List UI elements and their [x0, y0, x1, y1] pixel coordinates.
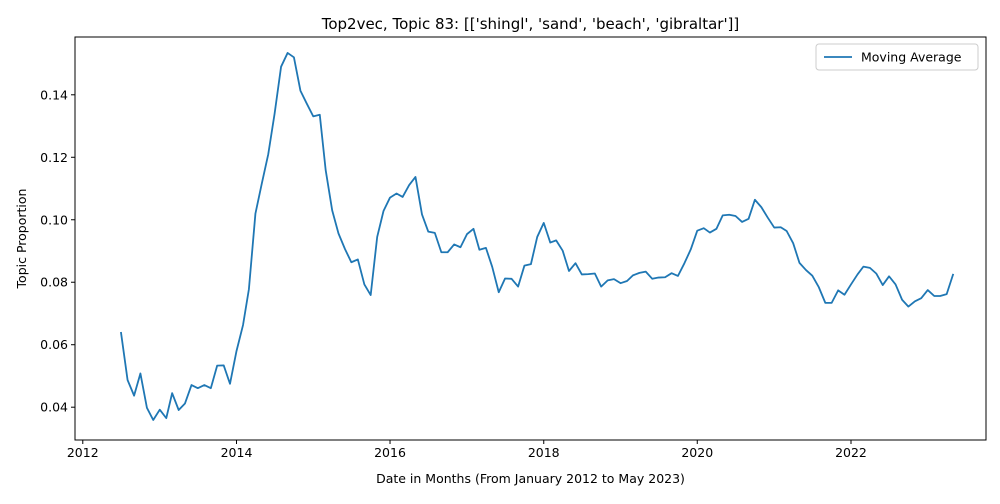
- plot-area: [75, 37, 986, 440]
- x-axis-label: Date in Months (From January 2012 to May…: [376, 471, 685, 486]
- x-tick-label: 2018: [528, 445, 560, 460]
- y-tick-label: 0.14: [40, 87, 68, 102]
- y-tick-label: 0.12: [40, 150, 68, 165]
- x-tick-label: 2020: [681, 445, 713, 460]
- x-tick-label: 2012: [67, 445, 99, 460]
- legend: Moving Average: [816, 44, 978, 70]
- x-tick-label: 2022: [835, 445, 867, 460]
- x-tick-label: 2014: [221, 445, 253, 460]
- x-tick-label: 2016: [374, 445, 406, 460]
- y-tick-label: 0.04: [40, 400, 68, 415]
- y-tick-label: 0.10: [40, 212, 68, 227]
- y-axis-label: Topic Proportion: [14, 189, 29, 290]
- chart-title: Top2vec, Topic 83: [['shingl', 'sand', '…: [321, 15, 740, 33]
- legend-label: Moving Average: [861, 50, 962, 65]
- y-tick-label: 0.08: [40, 275, 68, 290]
- y-tick-label: 0.06: [40, 337, 68, 352]
